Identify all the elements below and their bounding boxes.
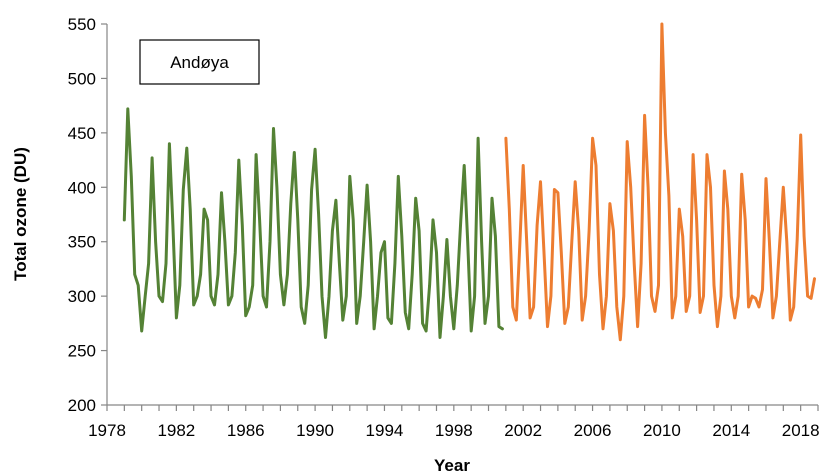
x-tick-label: 1978 [88,421,126,440]
x-tick-label: 1982 [157,421,195,440]
y-tick-label: 350 [68,233,96,252]
y-tick-label: 200 [68,396,96,415]
x-tick-label: 2002 [504,421,542,440]
series-line-1 [122,107,504,339]
x-tick-label: 1990 [296,421,334,440]
x-tick-label: 1998 [435,421,473,440]
x-axis-title: Year [434,456,470,475]
x-tick-label: 2014 [712,421,750,440]
y-tick-label: 500 [68,69,96,88]
x-tick-label: 2010 [643,421,681,440]
series-line-2 [504,22,816,342]
x-tick-label: 2006 [574,421,612,440]
annotation-label: Andøya [170,53,229,72]
x-tick-label: 1986 [227,421,265,440]
y-tick-label: 450 [68,124,96,143]
y-tick-label: 550 [68,15,96,34]
annotation-frame [139,39,260,85]
y-tick-label: 250 [68,342,96,361]
annotation-box: Andøya [139,39,260,85]
y-axis-title: Total ozone (DU) [11,147,30,281]
y-tick-label: 400 [68,178,96,197]
series-layer [122,22,816,342]
x-tick-label: 1994 [366,421,404,440]
x-tick-label: 2018 [782,421,820,440]
x-axis-ticks: 1978 1982 1986 1990 1994 1998 2002 2006 2010 2014… [88,405,820,440]
y-tick-label: 300 [68,287,96,306]
y-axis-ticks: 200 250 300 350 400 450 500 550 [68,15,107,415]
